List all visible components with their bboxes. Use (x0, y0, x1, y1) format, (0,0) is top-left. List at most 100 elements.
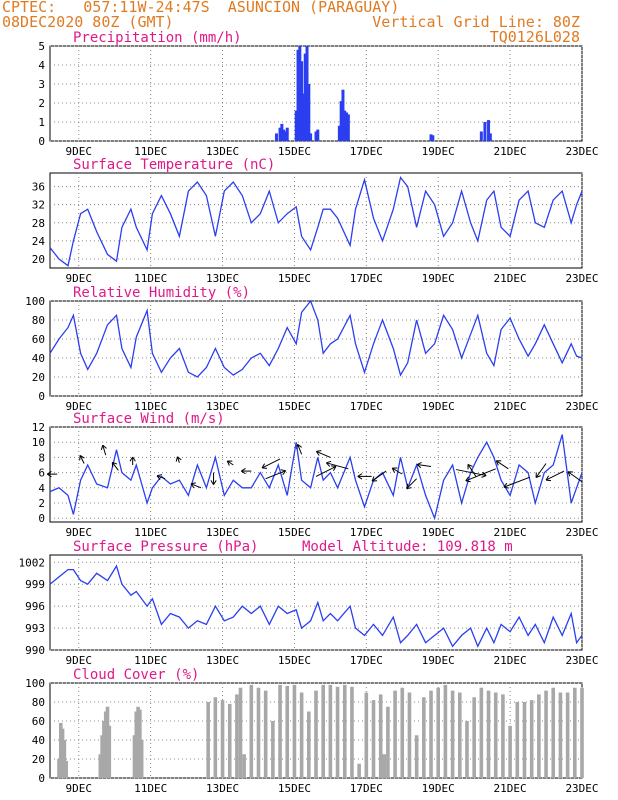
bar (339, 101, 343, 141)
x-tick-label: 19DEC (422, 400, 455, 413)
y-tick-label: 990 (25, 644, 45, 657)
bar (283, 131, 287, 141)
y-tick-label: 32 (32, 199, 45, 212)
bar (271, 721, 275, 778)
series-line (49, 434, 583, 521)
wind-arrow (416, 464, 432, 468)
bar (414, 735, 419, 778)
y-tick-label: 60 (32, 715, 45, 728)
y-tick-label: 1 (38, 116, 45, 129)
x-tick-label: 23DEC (565, 654, 598, 667)
bar (298, 46, 302, 141)
y-tick-label: 80 (32, 314, 45, 327)
wind-arrow (176, 456, 180, 463)
y-tick-label: 4 (38, 59, 45, 72)
x-tick-label: 15DEC (278, 145, 311, 158)
bar (488, 133, 492, 141)
bar (450, 690, 455, 778)
bar (558, 692, 563, 778)
bar (486, 690, 491, 778)
panel-3: 9DEC 11DEC 13DEC 15DEC 17DEC 19DEC 21DEC 23DEC 0… (25, 285, 598, 413)
bar (522, 702, 527, 778)
bar (307, 711, 311, 778)
bar (292, 684, 297, 778)
bar (483, 122, 487, 141)
x-tick-label: 13DEC (206, 145, 239, 158)
bar (393, 690, 397, 778)
wind-arrowhead (296, 443, 302, 450)
bar (294, 110, 298, 141)
x-tick-label: 19DEC (422, 145, 455, 158)
bar (508, 725, 512, 778)
wind-arrow (111, 462, 119, 471)
wind-arrowhead (210, 480, 217, 485)
y-tick-label: 100 (25, 677, 45, 690)
wind-arrow (467, 464, 477, 477)
bar (472, 697, 476, 778)
x-tick-label: 15DEC (278, 526, 311, 539)
y-tick-label: 0 (38, 772, 45, 785)
wind-arrowhead (100, 444, 107, 451)
bar (573, 687, 577, 778)
x-tick-label: 21DEC (494, 272, 527, 285)
wind-arrowhead (325, 460, 332, 467)
bar (544, 690, 548, 778)
y-tick-label: 0 (38, 135, 45, 148)
x-tick-label: 23DEC (565, 400, 598, 413)
bar (62, 740, 67, 778)
wind-arrow (156, 475, 166, 480)
x-tick-label: 15DEC (278, 400, 311, 413)
bar (242, 754, 246, 778)
wind-arrowhead (330, 465, 337, 471)
bar (227, 703, 232, 778)
x-tick-label: 21DEC (494, 654, 527, 667)
panel-2: 9DEC 11DEC 13DEC 15DEC 17DEC 19DEC 21DEC 23DEC 2… (32, 157, 599, 285)
wind-arrow (496, 460, 509, 470)
panel-title: Relative Humidity (%) (73, 285, 250, 301)
x-tick-label: 9DEC (66, 272, 93, 285)
panel-title: Surface Wind (m/s) (73, 411, 225, 427)
y-tick-label: 999 (25, 578, 45, 591)
bar (580, 687, 584, 778)
wind-arrowhead (46, 471, 52, 478)
wind-arrowhead (465, 476, 471, 483)
wind-arrowhead (467, 463, 473, 470)
x-tick-label: 11DEC (134, 782, 167, 795)
bar (316, 129, 320, 141)
wind-arrowhead (241, 467, 246, 475)
wind-arrowhead (175, 456, 182, 462)
wind-arrowhead (190, 482, 196, 489)
bar (285, 685, 290, 778)
y-tick-label: 1002 (19, 556, 46, 569)
x-tick-label: 15DEC (278, 654, 311, 667)
wind-arrowhead (535, 472, 541, 478)
x-tick-label: 11DEC (134, 654, 167, 667)
x-tick-label: 19DEC (422, 526, 455, 539)
bar (206, 702, 210, 778)
bar (309, 133, 313, 141)
bar (431, 135, 435, 141)
wind-arrowhead (79, 455, 85, 461)
bar (314, 131, 318, 141)
y-tick-label: 5 (38, 40, 45, 53)
bar (300, 61, 304, 142)
bar (342, 684, 347, 778)
bar (493, 692, 498, 778)
y-tick-label: 993 (25, 622, 45, 635)
x-tick-label: 21DEC (494, 400, 527, 413)
panel-title: Cloud Cover (%) (73, 667, 199, 683)
panel-6: 9DEC 11DEC 13DEC 15DEC 17DEC 19DEC 21DEC 23DEC 0… (25, 667, 598, 795)
bar (501, 694, 505, 778)
plot-frame (49, 300, 583, 397)
wind-arrow (316, 450, 331, 458)
x-tick-label: 17DEC (350, 654, 383, 667)
x-tick-label: 13DEC (206, 526, 239, 539)
wind-arrow (315, 465, 337, 477)
bar (529, 700, 534, 778)
bar (314, 690, 318, 778)
bar (296, 49, 300, 141)
bar (371, 700, 376, 778)
y-tick-label: 8 (38, 451, 45, 464)
y-tick-label: 2 (38, 497, 45, 510)
wind-arrow (79, 455, 85, 464)
